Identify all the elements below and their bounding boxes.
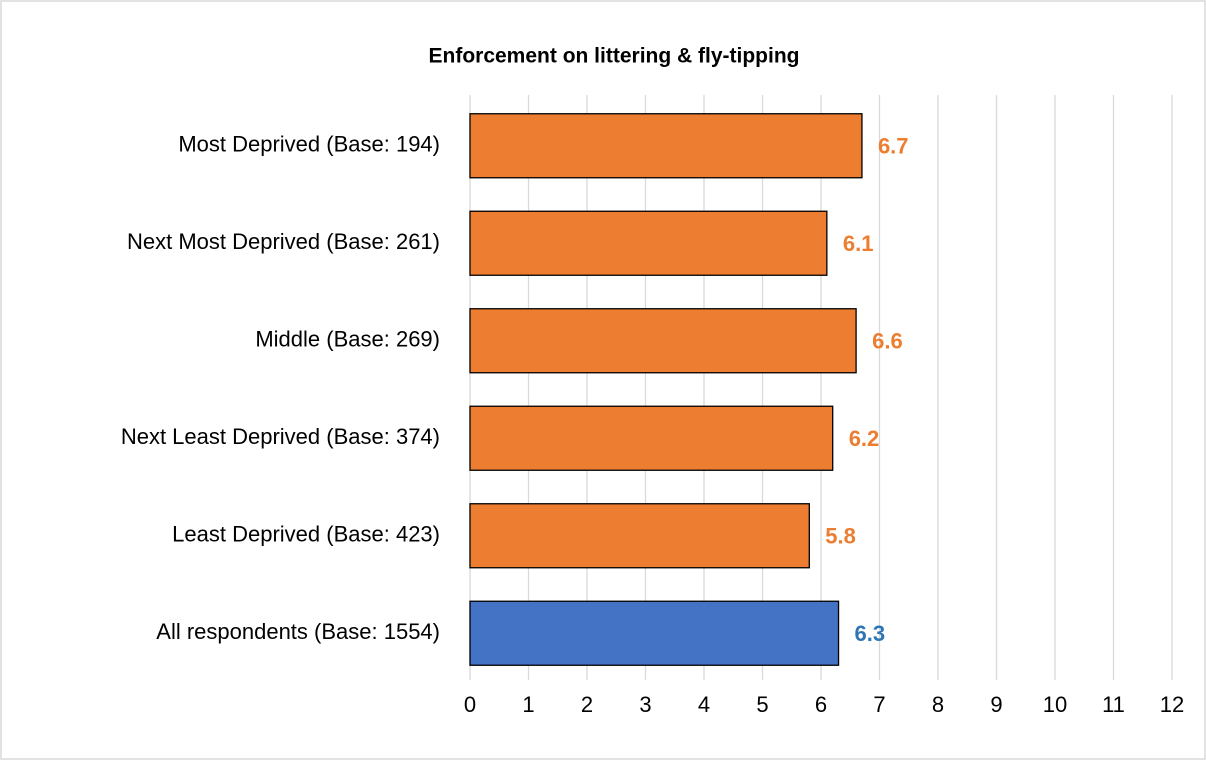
- x-tick-label: 9: [990, 692, 1002, 717]
- value-label: 6.1: [843, 231, 874, 256]
- x-tick-label: 11: [1102, 692, 1125, 717]
- bar: [469, 405, 834, 471]
- x-tick-label: 4: [698, 692, 710, 717]
- value-label: 6.3: [855, 621, 886, 646]
- value-label: 6.2: [849, 426, 880, 451]
- x-tick-label: 12: [1160, 692, 1184, 717]
- y-tick-label: Middle (Base: 269): [255, 327, 440, 352]
- x-tick-label: 1: [522, 692, 534, 717]
- bar: [469, 210, 828, 276]
- bar: [469, 503, 810, 569]
- value-label: 6.7: [878, 134, 909, 159]
- y-tick-label: Most Deprived (Base: 194): [178, 132, 440, 157]
- x-tick-label: 7: [873, 692, 885, 717]
- bar: [469, 308, 857, 374]
- x-tick-label: 5: [756, 692, 768, 717]
- y-tick-label: Next Least Deprived (Base: 374): [121, 424, 440, 449]
- x-tick-label: 6: [815, 692, 827, 717]
- chart-title: Enforcement on littering & fly-tipping: [429, 45, 800, 68]
- x-tick-label: 3: [639, 692, 651, 717]
- y-tick-label: All respondents (Base: 1554): [156, 619, 440, 644]
- x-tick-label: 10: [1043, 692, 1067, 717]
- value-label: 5.8: [825, 524, 856, 549]
- x-tick-label: 0: [464, 692, 476, 717]
- value-label: 6.6: [872, 329, 903, 354]
- bar: [469, 113, 863, 179]
- x-tick-label: 8: [932, 692, 944, 717]
- y-tick-label: Least Deprived (Base: 423): [172, 522, 440, 547]
- bar: [469, 600, 840, 666]
- x-tick-label: 2: [581, 692, 593, 717]
- y-tick-label: Next Most Deprived (Base: 261): [127, 229, 440, 254]
